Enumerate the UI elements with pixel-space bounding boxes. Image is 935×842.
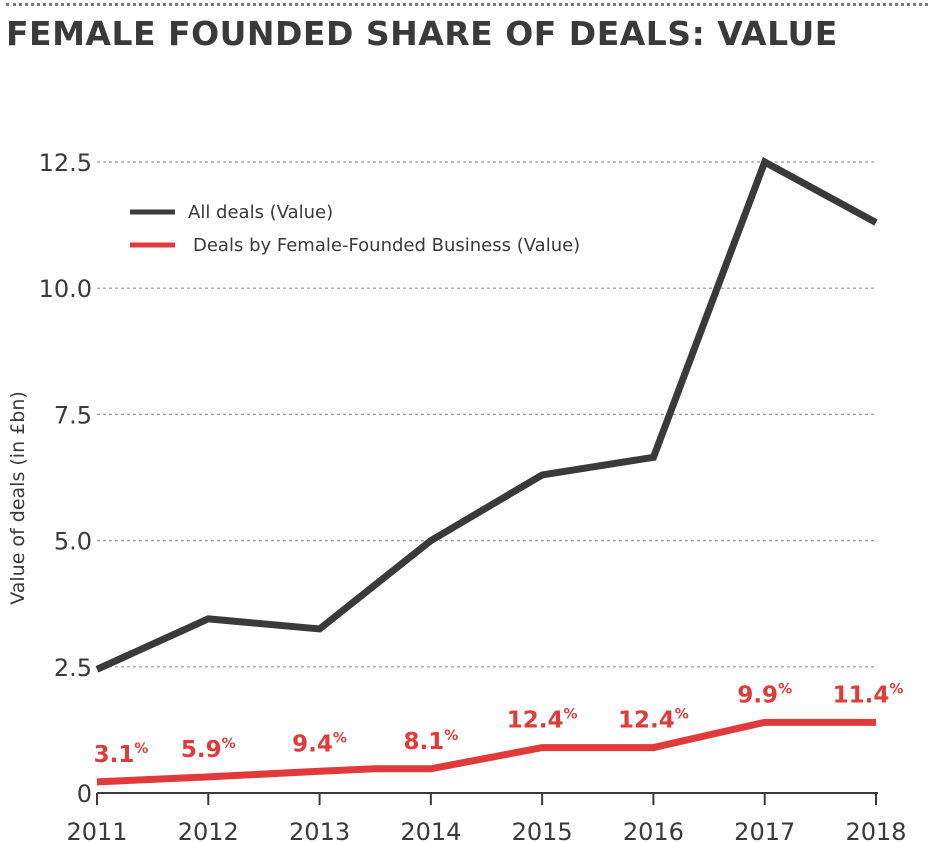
x-tick-label: 2015 xyxy=(512,818,573,842)
title-dotted-rule xyxy=(6,3,928,6)
data-label: 12.4% xyxy=(507,707,578,734)
y-axis-ticks: 0 2.5 5.0 7.5 10.0 12.5 xyxy=(39,149,92,808)
legend-entry: All deals (Value) xyxy=(188,202,333,223)
data-label: 8.1% xyxy=(403,728,458,755)
x-tick-label: 2018 xyxy=(845,818,906,842)
data-label: 3.1% xyxy=(94,741,149,768)
data-label: 9.4% xyxy=(292,730,347,757)
y-tick-label: 0 xyxy=(77,780,92,808)
y-tick-label: 7.5 xyxy=(54,401,92,429)
y-tick-label: 2.5 xyxy=(54,654,92,682)
chart-title: FEMALE FOUNDED SHARE OF DEALS: VALUE xyxy=(6,14,838,53)
legend: All deals (Value) Deals by Female-Founded… xyxy=(130,202,580,256)
data-label: 9.9% xyxy=(737,681,792,708)
legend-entry: Deals by Female-Founded Business (Value) xyxy=(193,235,580,256)
percentage-annotations: 3.1% 5.9% 9.4% 8.1% 12.4% 12.4% 9.9% 11.4% xyxy=(94,681,904,768)
x-tick-label: 2017 xyxy=(734,818,795,842)
x-tick-label: 2012 xyxy=(178,818,239,842)
series-line-female-founded xyxy=(96,718,876,786)
y-tick-label: 5.0 xyxy=(54,528,92,556)
data-label: 5.9% xyxy=(181,736,236,763)
series-line-all-deals xyxy=(95,157,878,673)
y-tick-label: 12.5 xyxy=(39,149,92,177)
y-axis-label: Value of deals (in £bn) xyxy=(7,391,29,605)
gridlines xyxy=(97,161,876,668)
x-tick-label: 2014 xyxy=(400,818,461,842)
y-tick-label: 10.0 xyxy=(39,275,92,303)
x-tick-label: 2013 xyxy=(289,818,350,842)
series-lines xyxy=(95,157,878,786)
x-tick-label: 2016 xyxy=(623,818,684,842)
x-axis: 2011 2012 2013 2014 2015 2016 2017 2018 xyxy=(66,792,907,842)
data-label: 11.4% xyxy=(833,681,904,708)
x-tick-label: 2011 xyxy=(66,818,127,842)
data-label: 12.4% xyxy=(618,707,689,734)
